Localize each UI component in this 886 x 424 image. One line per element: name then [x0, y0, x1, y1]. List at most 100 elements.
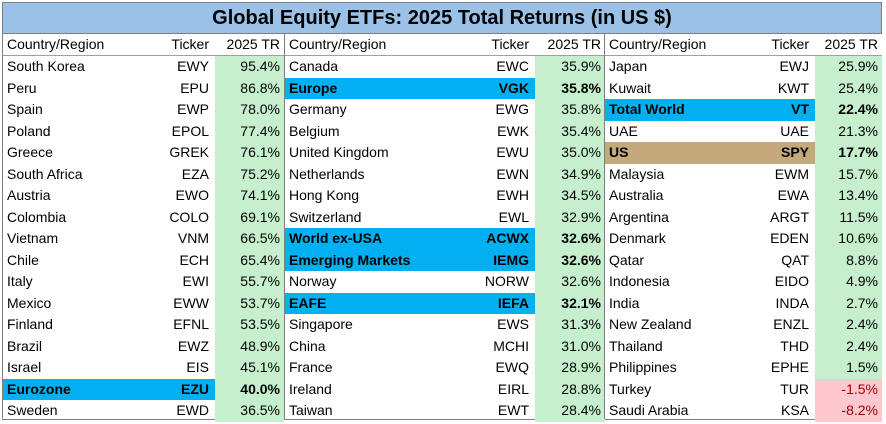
table-row: Italy EWI 55.7%: [3, 271, 284, 293]
country-region-cell: EAFE: [285, 292, 455, 314]
table-row: France EWQ 28.9%: [285, 357, 605, 379]
ticker-cell: ECH: [179, 251, 209, 268]
total-return-cell: 17.7%: [815, 142, 882, 164]
country-region-cell: Poland: [7, 122, 51, 139]
table-row: United Kingdom EWU 35.0%: [285, 142, 605, 164]
table-row: Switzerland EWL 32.9%: [285, 206, 605, 228]
total-return-cell: -1.5%: [815, 378, 882, 400]
total-return-cell: 40.0%: [215, 378, 284, 400]
header-ticker: Ticker: [171, 36, 209, 52]
total-return-cell: 35.4%: [535, 120, 605, 142]
country-region-cell: Philippines: [609, 359, 677, 375]
table-header-row: Country/Region Ticker 2025 TR: [285, 34, 605, 56]
header-country-region: Country/Region: [7, 36, 105, 52]
country-region-cell: Vietnam: [7, 230, 59, 246]
table-row: Spain EWP 78.0%: [3, 99, 284, 121]
table-row: Taiwan EWT 28.4%: [285, 400, 605, 422]
total-return-cell: 11.5%: [815, 206, 882, 228]
table-row: Qatar QAT 8.8%: [605, 249, 882, 271]
table-row: Japan EWJ 25.9%: [605, 56, 882, 78]
table-row: Argentina ARGT 11.5%: [605, 206, 882, 228]
country-region-cell: Denmark: [609, 230, 666, 246]
total-return-cell: 35.0%: [535, 142, 605, 164]
ticker-cell: EZU: [149, 378, 215, 400]
country-region-cell: Argentina: [609, 208, 669, 225]
ticker-cell: IEFA: [455, 292, 535, 314]
total-return-cell: 76.1%: [215, 142, 284, 164]
ticker-cell: EWN: [496, 165, 529, 182]
total-return-cell: 31.3%: [535, 314, 605, 336]
ticker-cell: EWG: [495, 101, 529, 117]
ticker-cell: GREK: [169, 144, 209, 160]
ticker-cell: EZA: [181, 165, 209, 182]
country-region-cell: Australia: [609, 187, 664, 203]
total-return-cell: 2.7%: [815, 292, 882, 314]
country-region-cell: South Africa: [7, 165, 83, 182]
total-return-cell: 31.0%: [535, 335, 605, 357]
country-region-cell: India: [609, 294, 640, 311]
ticker-cell: EIDO: [774, 273, 809, 289]
table-row: Chile ECH 65.4%: [3, 249, 284, 271]
table-row: China MCHI 31.0%: [285, 335, 605, 357]
total-return-cell: 2.4%: [815, 335, 882, 357]
total-return-cell: 32.6%: [535, 249, 605, 271]
table-row: Kuwait KWT 25.4%: [605, 77, 882, 99]
table-row: Sweden EWD 36.5%: [3, 400, 284, 422]
table-row: Indonesia EIDO 4.9%: [605, 271, 882, 293]
country-region-cell: Canada: [289, 58, 339, 74]
table-row: Total World VT 22.4%: [605, 99, 882, 121]
table-row: Turkey TUR -1.5%: [605, 378, 882, 400]
ticker-cell: QAT: [781, 251, 809, 268]
ticker-cell: EWC: [496, 58, 529, 74]
header-2025-tr: 2025 TR: [535, 34, 605, 55]
table-row: New Zealand ENZL 2.4%: [605, 314, 882, 336]
ticker-cell: VNM: [177, 230, 209, 246]
header-country-region: Country/Region: [609, 36, 707, 52]
total-return-cell: 35.9%: [535, 56, 605, 78]
country-region-cell: Colombia: [7, 208, 67, 225]
table-row: World ex-USA ACWX 32.6%: [285, 228, 605, 250]
country-region-cell: Saudi Arabia: [609, 402, 689, 418]
table-row: Thailand THD 2.4%: [605, 335, 882, 357]
total-return-cell: 75.2%: [215, 163, 284, 185]
country-region-cell: World ex-USA: [285, 228, 455, 250]
country-region-cell: Germany: [289, 101, 347, 117]
total-return-cell: 8.8%: [815, 249, 882, 271]
country-region-cell: Italy: [7, 273, 33, 289]
ticker-cell: EWI: [182, 273, 209, 289]
table-row: Mexico EWW 53.7%: [3, 292, 284, 314]
table-row: Philippines EPHE 1.5%: [605, 357, 882, 379]
table-row: Brazil EWZ 48.9%: [3, 335, 284, 357]
total-return-cell: 35.8%: [535, 77, 605, 99]
ticker-cell: EWY: [177, 58, 209, 74]
ticker-cell: MCHI: [493, 337, 529, 354]
header-2025-tr: 2025 TR: [815, 34, 882, 55]
ticker-cell: EWP: [177, 101, 209, 117]
country-region-cell: UAE: [609, 122, 638, 139]
table-panel-2: Country/Region Ticker 2025 TR Canada EWC 35.9…: [284, 34, 605, 422]
table-row: Emerging Markets IEMG 32.6%: [285, 249, 605, 271]
country-region-cell: South Korea: [7, 58, 85, 74]
table-row: Singapore EWS 31.3%: [285, 314, 605, 336]
table-row: Norway NORW 32.6%: [285, 271, 605, 293]
ticker-cell: EWK: [497, 122, 529, 139]
table-row: Europe VGK 35.8%: [285, 77, 605, 99]
total-return-cell: 25.4%: [815, 77, 882, 99]
ticker-cell: ARGT: [770, 208, 809, 225]
total-return-cell: 45.1%: [215, 357, 284, 379]
table-row: US SPY 17.7%: [605, 142, 882, 164]
table-row: Ireland EIRL 28.8%: [285, 378, 605, 400]
table-row: Germany EWG 35.8%: [285, 99, 605, 121]
ticker-cell: EPU: [180, 79, 209, 96]
total-return-cell: 36.5%: [215, 400, 284, 422]
country-region-cell: Norway: [289, 273, 337, 289]
total-return-cell: 32.6%: [535, 228, 605, 250]
total-return-cell: 13.4%: [815, 185, 882, 207]
country-region-cell: Switzerland: [289, 208, 362, 225]
ticker-cell: EWW: [173, 294, 209, 311]
table-row: Colombia COLO 69.1%: [3, 206, 284, 228]
ticker-cell: COLO: [169, 208, 209, 225]
ticker-cell: VT: [755, 99, 815, 121]
ticker-cell: EFNL: [173, 316, 209, 332]
